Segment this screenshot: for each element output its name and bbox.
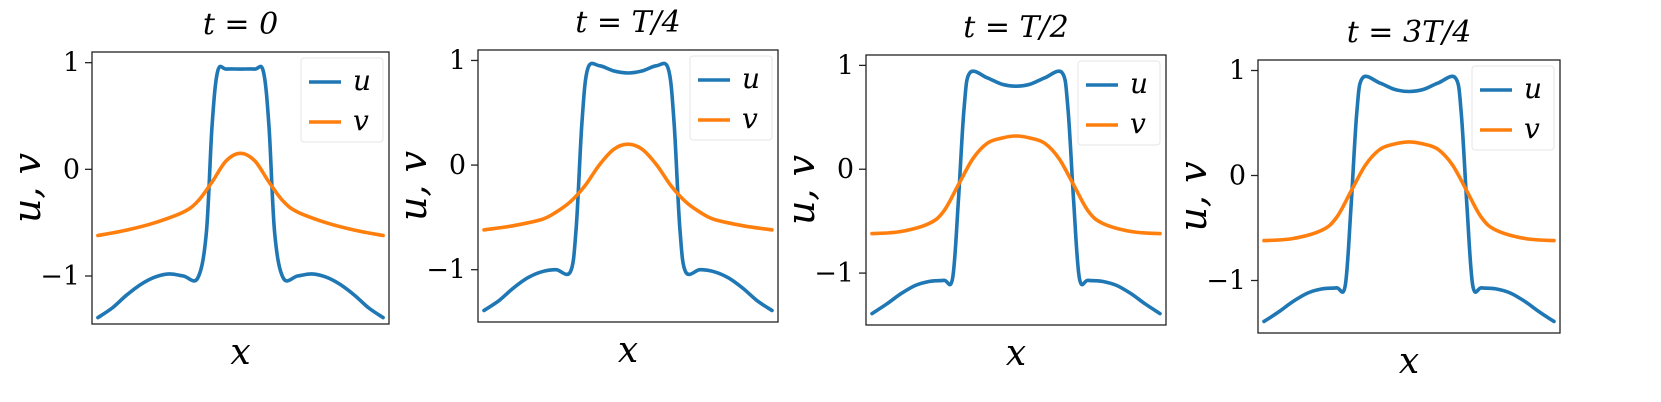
y-tick-label: −1 bbox=[814, 258, 854, 289]
y-tick-label: 0 bbox=[449, 150, 466, 181]
subplot-4: t = 3T/4 1 0 −1 u, v x uv bbox=[1171, 15, 1561, 382]
series-line-v bbox=[96, 151, 385, 238]
x-axis-label: x bbox=[1006, 333, 1026, 374]
y-tick-label: 1 bbox=[63, 48, 80, 79]
legend: uv bbox=[1077, 60, 1161, 146]
legend-label-u: u bbox=[742, 62, 760, 95]
series-line-u bbox=[870, 69, 1162, 316]
x-axis-label: x bbox=[618, 330, 638, 371]
y-tick-label: 0 bbox=[837, 154, 854, 185]
subplot-title: t = T/2 bbox=[963, 10, 1068, 45]
subplot-1: t = 0 1 0 −1 u, v x uv bbox=[5, 7, 390, 373]
plot-frame bbox=[91, 51, 390, 325]
series-line-u bbox=[1262, 74, 1556, 324]
subplot-3: t = T/2 1 0 −1 u, v x uv bbox=[779, 10, 1167, 374]
subplot-title: t = 0 bbox=[203, 7, 278, 42]
legend: uv bbox=[1471, 65, 1555, 151]
y-tick-label: 0 bbox=[63, 154, 80, 185]
legend-label-u: u bbox=[1130, 67, 1148, 100]
legend-label-v: v bbox=[353, 104, 369, 137]
y-tick-label: 1 bbox=[449, 45, 466, 76]
series-line-u bbox=[96, 64, 385, 320]
x-axis-label: x bbox=[1399, 341, 1419, 382]
legend-label-v: v bbox=[1524, 112, 1540, 145]
y-tick-label: 0 bbox=[1229, 161, 1246, 192]
y-axis-label: u, v bbox=[5, 152, 49, 223]
legend-label-u: u bbox=[353, 64, 371, 97]
y-tick-label: −1 bbox=[40, 261, 80, 292]
series-line-v bbox=[1262, 140, 1556, 243]
plot-frame bbox=[477, 49, 779, 323]
legend: uv bbox=[300, 57, 384, 143]
plot-frame bbox=[865, 54, 1167, 326]
y-tick-label: −1 bbox=[1206, 266, 1246, 297]
plot-frame bbox=[1257, 59, 1561, 334]
series-line-v bbox=[482, 142, 774, 232]
subplot-2: t = T/4 1 0 −1 u, v x uv bbox=[391, 5, 779, 371]
series-line-v bbox=[870, 134, 1162, 236]
y-axis-label: u, v bbox=[779, 154, 823, 225]
y-axis-label: u, v bbox=[1171, 161, 1215, 232]
legend-label-v: v bbox=[742, 102, 758, 135]
subplot-title: t = 3T/4 bbox=[1347, 15, 1472, 50]
y-tick-label: 1 bbox=[837, 50, 854, 81]
subplot-title: t = T/4 bbox=[575, 5, 680, 40]
legend-label-u: u bbox=[1524, 72, 1542, 105]
series-line-u bbox=[482, 61, 774, 313]
x-axis-label: x bbox=[230, 332, 250, 373]
y-tick-label: −1 bbox=[426, 255, 466, 286]
legend-label-v: v bbox=[1130, 107, 1146, 140]
legend: uv bbox=[689, 55, 773, 141]
y-axis-label: u, v bbox=[391, 150, 435, 221]
y-tick-label: 1 bbox=[1229, 56, 1246, 87]
